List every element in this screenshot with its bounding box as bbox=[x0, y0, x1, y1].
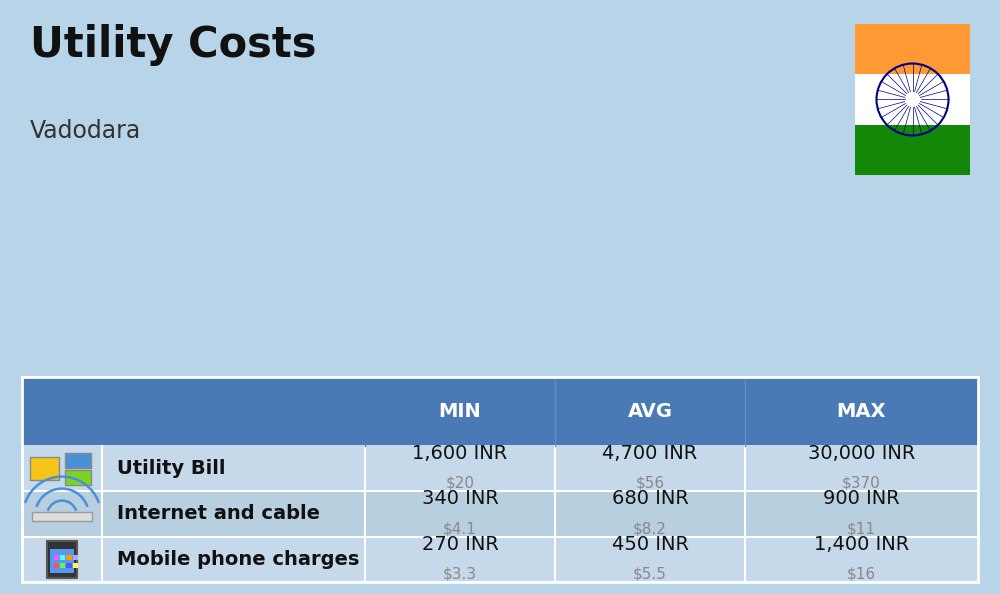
Text: Vadodara: Vadodara bbox=[30, 119, 141, 143]
Bar bbox=[30, 457, 59, 480]
Text: $56: $56 bbox=[635, 476, 665, 491]
Text: $11: $11 bbox=[847, 521, 876, 536]
Bar bbox=[73, 563, 78, 568]
Bar bbox=[855, 74, 970, 125]
Text: 4,700 INR: 4,700 INR bbox=[602, 444, 698, 463]
Bar bbox=[22, 491, 978, 536]
Bar bbox=[50, 548, 74, 573]
Text: Utility Costs: Utility Costs bbox=[30, 24, 316, 66]
Text: 680 INR: 680 INR bbox=[612, 489, 688, 508]
Bar bbox=[22, 536, 978, 582]
Text: AVG: AVG bbox=[628, 402, 672, 421]
Bar bbox=[66, 563, 72, 568]
Text: Mobile phone charges: Mobile phone charges bbox=[117, 550, 359, 569]
Bar bbox=[54, 563, 59, 568]
Text: $5.5: $5.5 bbox=[633, 567, 667, 582]
Bar bbox=[65, 453, 91, 468]
Text: $370: $370 bbox=[842, 476, 881, 491]
Text: Utility Bill: Utility Bill bbox=[117, 459, 226, 478]
Bar bbox=[60, 555, 65, 560]
Bar bbox=[32, 512, 92, 521]
Text: 900 INR: 900 INR bbox=[823, 489, 900, 508]
Text: $16: $16 bbox=[847, 567, 876, 582]
Text: Internet and cable: Internet and cable bbox=[117, 504, 320, 523]
Bar bbox=[66, 555, 72, 560]
Bar bbox=[65, 470, 91, 485]
Text: 1,400 INR: 1,400 INR bbox=[814, 535, 909, 554]
Text: 340 INR: 340 INR bbox=[422, 489, 498, 508]
Bar bbox=[855, 24, 970, 74]
Bar bbox=[22, 377, 978, 582]
Text: 30,000 INR: 30,000 INR bbox=[808, 444, 915, 463]
Text: 450 INR: 450 INR bbox=[612, 535, 688, 554]
Bar bbox=[855, 125, 970, 175]
Text: 270 INR: 270 INR bbox=[422, 535, 498, 554]
Bar bbox=[54, 555, 59, 560]
Text: $8.2: $8.2 bbox=[633, 521, 667, 536]
Bar bbox=[22, 377, 978, 446]
Bar bbox=[22, 446, 978, 491]
Text: $4.1: $4.1 bbox=[443, 521, 477, 536]
Text: MIN: MIN bbox=[439, 402, 481, 421]
Bar bbox=[47, 541, 77, 577]
Bar bbox=[73, 555, 78, 560]
Bar bbox=[60, 563, 65, 568]
Text: $20: $20 bbox=[446, 476, 475, 491]
Text: 1,600 INR: 1,600 INR bbox=[412, 444, 508, 463]
Text: MAX: MAX bbox=[837, 402, 886, 421]
Text: $3.3: $3.3 bbox=[443, 567, 477, 582]
